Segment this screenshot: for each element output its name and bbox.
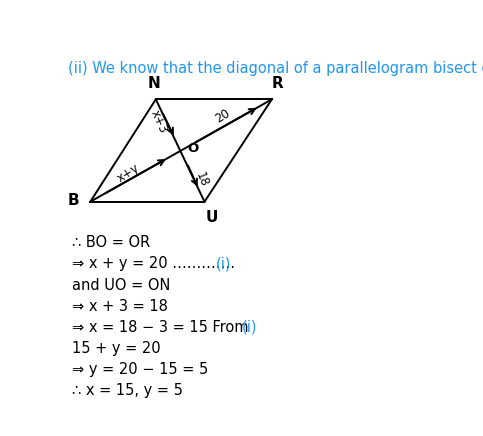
Text: ∴ BO = OR: ∴ BO = OR [71,235,150,250]
Text: ⇒ x + y = 20 ………….: ⇒ x + y = 20 …………. [71,256,235,272]
Text: N: N [148,76,160,91]
Text: ⇒ y = 20 − 15 = 5: ⇒ y = 20 − 15 = 5 [71,362,208,377]
Text: (i): (i) [216,256,231,272]
Text: ⇒ x + 3 = 18: ⇒ x + 3 = 18 [71,299,168,314]
Text: 15 + y = 20: 15 + y = 20 [71,341,160,356]
Text: ⇒ x = 18 − 3 = 15 From: ⇒ x = 18 − 3 = 15 From [71,320,253,335]
Text: x+3: x+3 [148,108,170,135]
Text: ∴ x = 15, y = 5: ∴ x = 15, y = 5 [71,383,183,399]
Text: 20: 20 [213,107,232,126]
Text: (i): (i) [242,320,257,335]
Text: (ii) We know that the diagonal of a parallelogram bisect each other.: (ii) We know that the diagonal of a para… [68,61,483,76]
Text: R: R [271,76,284,91]
Text: x+y: x+y [114,161,142,184]
Text: B: B [68,193,79,208]
Text: 18: 18 [193,170,211,189]
Text: and UO = ON: and UO = ON [71,278,170,293]
Text: O: O [188,142,199,155]
Text: U: U [206,210,218,225]
